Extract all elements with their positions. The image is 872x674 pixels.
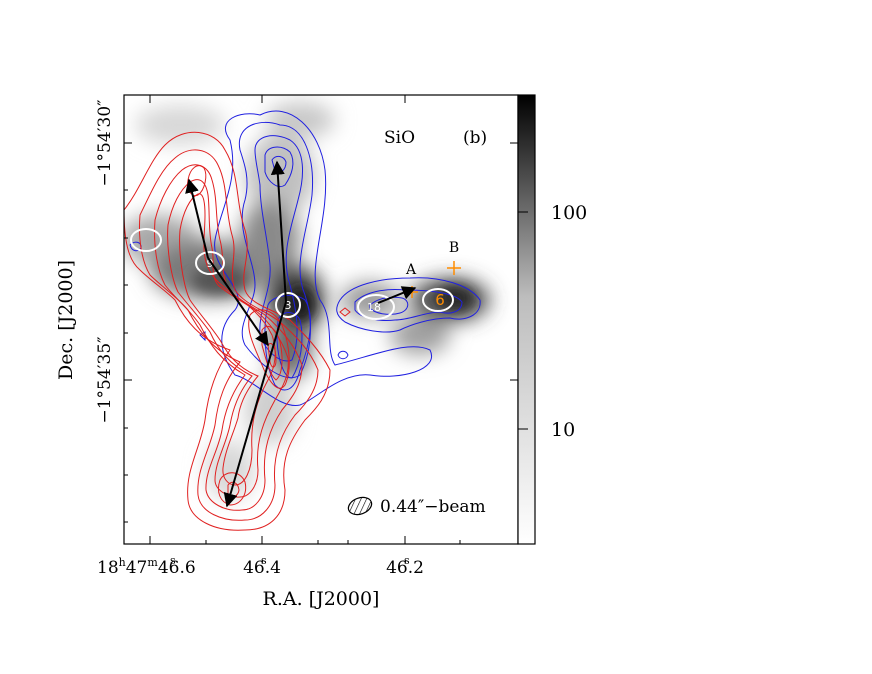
source-ellipse-9	[195, 251, 225, 275]
colorbar-tick-100: 100	[551, 202, 587, 224]
source-ellipse-3	[275, 292, 301, 318]
colorbar-tick-10: 10	[551, 419, 575, 441]
marker-b-label: B	[449, 240, 459, 256]
x-axis-tick-labels: 18h47m46.6 s 46.4 s 46.2 s	[97, 554, 424, 578]
source-ellipse-west	[130, 228, 162, 252]
redshifted-contours	[124, 131, 351, 531]
outflow-arrow-9-south	[207, 257, 269, 347]
y-tick-label-35: −1°54′35″	[95, 336, 115, 423]
outflow-arrow-3-north	[270, 160, 287, 303]
outflow-arrows	[185, 160, 417, 508]
source-ellipse-6	[422, 288, 454, 312]
x-tick-label-46-4-sup: s	[261, 554, 267, 567]
marker-a-label: A	[405, 262, 417, 278]
outflow-arrow-9-north	[185, 178, 209, 259]
sio-emission-image	[124, 95, 518, 544]
beam-indicator: 0.44″−beam	[347, 496, 486, 517]
outflow-arrow-18	[377, 286, 417, 304]
beam-label: 0.44″−beam	[380, 497, 486, 517]
colorbar: 100 10	[517, 94, 587, 545]
x-tick-label-46-2: 46.2	[386, 558, 424, 578]
source-label-6: 6	[435, 291, 445, 309]
y-axis-tick-labels: −1°54′30″ −1°54′35″	[95, 99, 115, 423]
panel-label: (b)	[463, 128, 487, 148]
x-tick-label-46-2-sup: s	[404, 554, 410, 567]
x-tick-label-46-4: 46.4	[243, 558, 281, 578]
y-tick-label-30: −1°54′30″	[95, 99, 115, 186]
outflow-arrow-3-south	[223, 301, 287, 508]
source-label-18: 18	[367, 301, 381, 314]
axis-ticks	[124, 95, 518, 544]
source-label-3: 3	[285, 299, 292, 312]
source-markers: 9 3 18 6	[130, 228, 454, 320]
x-tick-label-46-6-sup: s	[170, 554, 176, 567]
x-tick-label-46-6: 18h47m46.6	[97, 556, 196, 578]
x-axis-title: R.A. [J2000]	[263, 588, 380, 610]
y-axis-title: Dec. [J2000]	[55, 260, 77, 380]
marker-b-cross	[447, 261, 461, 275]
beam-ellipse	[347, 496, 373, 516]
colorbar-gradient	[517, 94, 536, 545]
species-label: SiO	[384, 128, 415, 148]
source-ellipse-18	[357, 294, 395, 320]
source-label-9: 9	[207, 257, 214, 270]
